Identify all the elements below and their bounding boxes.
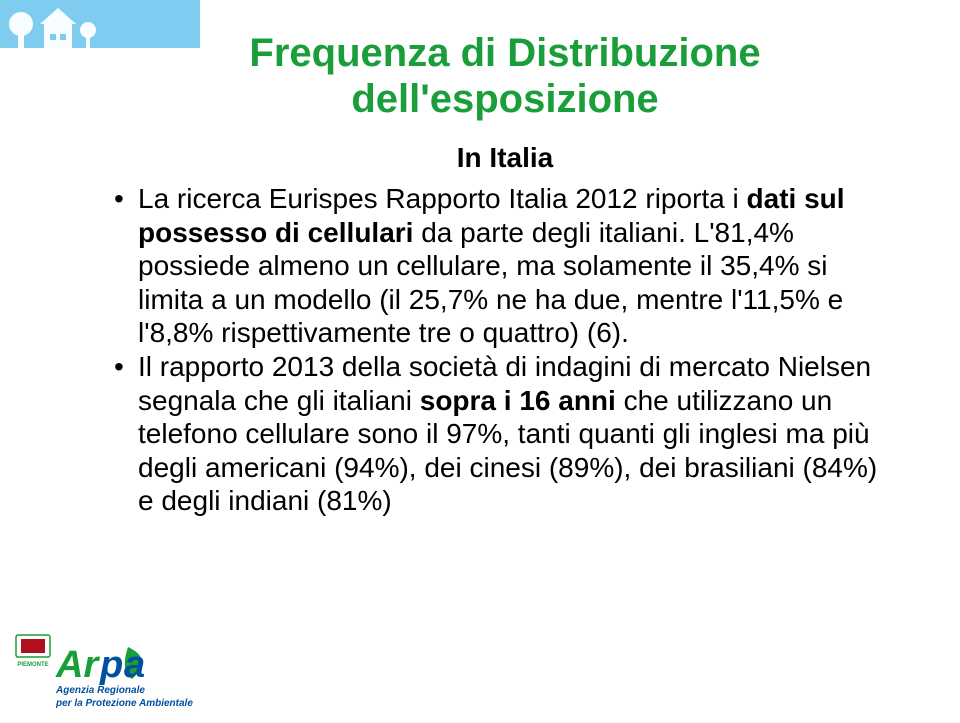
- svg-text:a: a: [124, 644, 145, 686]
- svg-text:p: p: [99, 644, 123, 686]
- continuation-text: limita a un modello (il 25,7% ne ha due,…: [110, 283, 900, 350]
- body-text: • La ricerca Eurispes Rapporto Italia 20…: [110, 182, 900, 518]
- svg-text:Agenzia Regionale: Agenzia Regionale: [55, 685, 145, 696]
- region-label: PIEMONTE: [17, 662, 48, 668]
- slide-title: Frequenza di Distribuzione dell'esposizi…: [110, 30, 900, 122]
- arpa-logo: PIEMONTE Ar p a Agenzia Regionale per la…: [14, 633, 214, 713]
- bullet-marker: •: [110, 350, 138, 518]
- bullet-marker: •: [110, 182, 138, 283]
- bullet-1-content: La ricerca Eurispes Rapporto Italia 2012…: [138, 182, 900, 283]
- bullet-2-content: Il rapporto 2013 della società di indagi…: [138, 350, 900, 518]
- slide-content: Frequenza di Distribuzione dell'esposizi…: [110, 30, 900, 518]
- slide-subtitle: In Italia: [110, 142, 900, 174]
- subtitle-text: In Italia: [457, 142, 553, 173]
- bullet-1: • La ricerca Eurispes Rapporto Italia 20…: [110, 182, 900, 283]
- svg-text:Ar: Ar: [55, 644, 100, 686]
- svg-text:per la Protezione Ambientale: per la Protezione Ambientale: [55, 698, 193, 709]
- title-line-1: Frequenza di Distribuzione: [110, 30, 900, 76]
- header-decoration: [0, 0, 200, 60]
- bullet-2: • Il rapporto 2013 della società di inda…: [110, 350, 900, 518]
- title-line-2: dell'esposizione: [110, 76, 900, 122]
